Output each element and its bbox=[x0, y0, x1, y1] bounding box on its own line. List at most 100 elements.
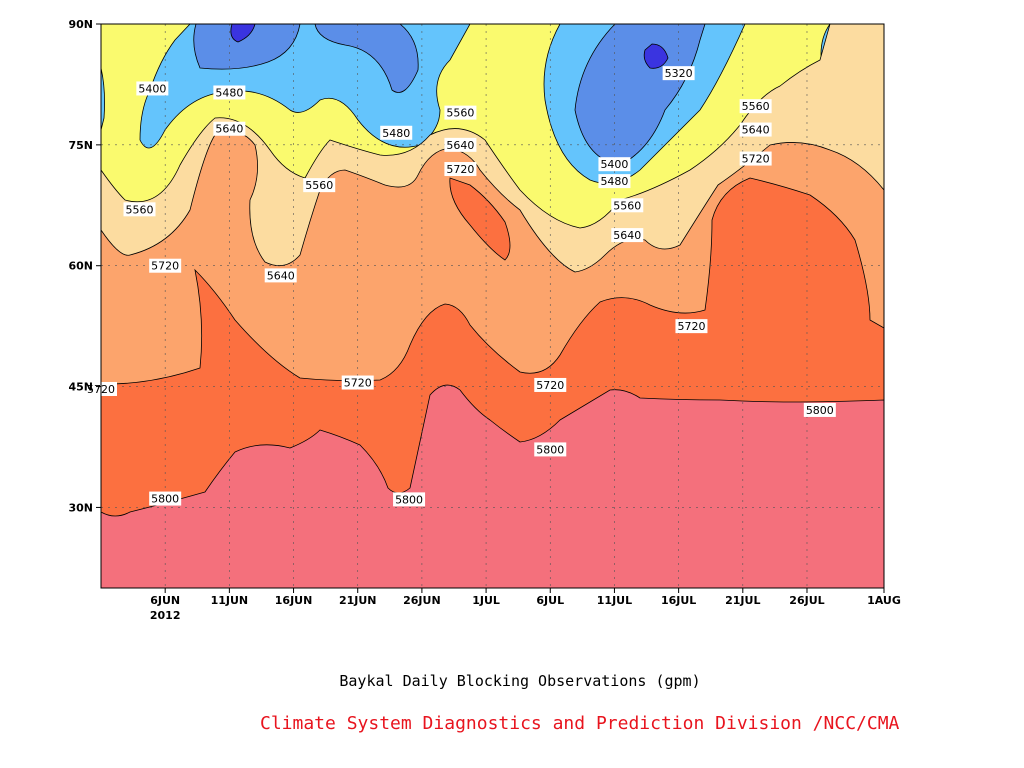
contour-label-box bbox=[264, 268, 297, 283]
contour-label-box bbox=[675, 319, 708, 334]
contour-label: 5480 bbox=[598, 174, 631, 189]
contour-label-box bbox=[444, 105, 477, 120]
contour-label-box bbox=[611, 228, 644, 243]
contour-label: 5640 bbox=[264, 268, 297, 283]
x-tick-label: 26JUN bbox=[403, 594, 441, 607]
contour-label-text: 5720 bbox=[742, 153, 770, 166]
band-above-5800 bbox=[101, 384, 884, 588]
x-tick-label: 1AUG bbox=[867, 594, 901, 607]
contour-label-box bbox=[598, 174, 631, 189]
contour-label: 5320 bbox=[662, 66, 695, 81]
contour-label: 5800 bbox=[534, 442, 567, 457]
contour-label: 5640 bbox=[444, 137, 477, 152]
contour-label-text: 5640 bbox=[742, 124, 770, 137]
contour-label: 5800 bbox=[149, 491, 182, 506]
y-tick-label: 30N bbox=[68, 501, 93, 514]
contour-label: 5560 bbox=[123, 202, 156, 217]
contour-label-box bbox=[136, 81, 169, 96]
plot-area bbox=[101, 24, 884, 588]
x-tick-label: 21JUN bbox=[339, 594, 377, 607]
contour-label-text: 5480 bbox=[382, 127, 410, 140]
contour-label-text: 5560 bbox=[305, 179, 333, 192]
contour-label: 5400 bbox=[598, 157, 631, 172]
contour-label-box bbox=[611, 198, 644, 213]
chart-credit: Climate System Diagnostics and Predictio… bbox=[260, 713, 900, 734]
contour-label: 5640 bbox=[213, 121, 246, 136]
band-5320-5400 bbox=[193, 24, 301, 70]
contour-label-text: 5800 bbox=[536, 443, 564, 456]
x-tick-label: 1JUL bbox=[472, 594, 500, 607]
contour-label: 5800 bbox=[393, 492, 426, 507]
x-tick-label: 6JUL bbox=[536, 594, 564, 607]
contour-label: 5800 bbox=[803, 402, 836, 417]
contour-label-box bbox=[213, 85, 246, 100]
contour-label-box bbox=[444, 162, 477, 177]
chart-title: Baykal Daily Blocking Observations (gpm) bbox=[339, 672, 701, 690]
contour-label: 5560 bbox=[611, 198, 644, 213]
x-tick-label: 21JUL bbox=[725, 594, 760, 607]
contour-label: 5640 bbox=[611, 228, 644, 243]
contour-label-text: 5640 bbox=[613, 229, 641, 242]
y-tick-label: 45N bbox=[68, 381, 93, 394]
contour-label-text: 5720 bbox=[344, 377, 372, 390]
band-5320-5400 bbox=[314, 24, 419, 93]
contour-label: 5720 bbox=[739, 151, 772, 166]
contour-label: 5480 bbox=[213, 85, 246, 100]
contour-label-text: 5480 bbox=[215, 86, 243, 99]
contour-label: 5400 bbox=[136, 81, 169, 96]
contour-label-text: 5400 bbox=[138, 82, 166, 95]
contour-label: 5720 bbox=[149, 258, 182, 273]
x-tick-label: 11JUN bbox=[211, 594, 249, 607]
contour-label: 5560 bbox=[444, 105, 477, 120]
contour-label-text: 5640 bbox=[215, 123, 243, 136]
contour-label-box bbox=[444, 137, 477, 152]
band-below-5320 bbox=[643, 43, 669, 69]
x-tick-label: 11JUL bbox=[597, 594, 632, 607]
contour-label-text: 5560 bbox=[613, 199, 641, 212]
contour-label: 5720 bbox=[341, 375, 374, 390]
contour-label-box bbox=[393, 492, 426, 507]
contour-label-box bbox=[739, 122, 772, 137]
contour-label-box bbox=[341, 375, 374, 390]
contour-label-box bbox=[149, 491, 182, 506]
contour-label-text: 5320 bbox=[665, 67, 693, 80]
contour-label-box bbox=[123, 202, 156, 217]
contour-label-text: 5720 bbox=[151, 260, 179, 273]
contour-label: 5720 bbox=[675, 319, 708, 334]
contour-label-box bbox=[739, 151, 772, 166]
contour-label: 5640 bbox=[739, 122, 772, 137]
contour-label: 5720 bbox=[444, 162, 477, 177]
contour-label-box bbox=[598, 157, 631, 172]
y-tick-label: 60N bbox=[68, 260, 93, 273]
contour-label-text: 5560 bbox=[742, 100, 770, 113]
contour-label-box bbox=[739, 99, 772, 114]
plot-frame bbox=[100, 23, 885, 589]
contour-label: 5720 bbox=[534, 377, 567, 392]
contour-label-box bbox=[303, 178, 336, 193]
band-below-5320 bbox=[230, 24, 256, 43]
contour-label-box bbox=[662, 66, 695, 81]
axes: 6JUN 2012 11JUN 16JUN 21JUN 26JUN 1JUL 6JUL 11JU… bbox=[68, 18, 900, 622]
contour-label: 5480 bbox=[380, 125, 413, 140]
contour-label-text: 5400 bbox=[600, 158, 628, 171]
contour-label-box bbox=[380, 125, 413, 140]
contour-label-text: 5560 bbox=[446, 107, 474, 120]
y-tick-label: 75N bbox=[68, 139, 93, 152]
contour-label: 5560 bbox=[739, 99, 772, 114]
contour-label-box bbox=[534, 377, 567, 392]
contour-label-text: 5800 bbox=[395, 493, 423, 506]
band-5720-5800 bbox=[449, 177, 511, 261]
contour-label-box bbox=[149, 258, 182, 273]
contour-label-text: 5720 bbox=[677, 320, 705, 333]
contour-labels: 5400 5480 5640 5560 5560 5720 5640 5480 5560 5640… bbox=[85, 66, 836, 507]
contour-label-text: 5800 bbox=[806, 404, 834, 417]
contour-label-text: 5560 bbox=[126, 203, 154, 216]
x-tick-label: 6JUN bbox=[150, 594, 180, 607]
contour-label-text: 5800 bbox=[151, 493, 179, 506]
x-tick-label: 16JUN bbox=[275, 594, 313, 607]
contour-label-text: 5640 bbox=[446, 139, 474, 152]
contour-label-text: 5640 bbox=[267, 269, 295, 282]
contour-label-text: 5480 bbox=[600, 175, 628, 188]
x-year-label: 2012 bbox=[150, 609, 181, 622]
